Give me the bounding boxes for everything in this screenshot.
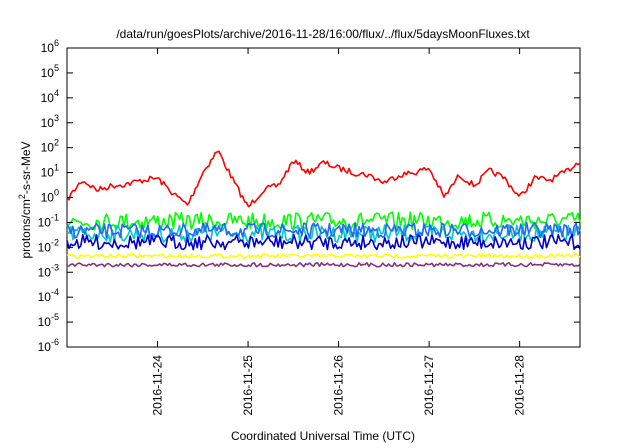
series-lines (66, 150, 581, 268)
y-axis-label-rest: -s-sr-MeV (19, 141, 33, 194)
y-tick-exponent: -5 (51, 312, 59, 322)
y-tick-base: 10 (38, 290, 52, 304)
y-tick-label: 102 (41, 138, 59, 155)
y-tick-exponent: 1 (54, 163, 59, 173)
y-tick-base: 10 (41, 191, 55, 205)
series-line-6 (66, 253, 581, 259)
y-tick-label: 104 (41, 88, 59, 105)
y-tick-exponent: 0 (54, 188, 59, 198)
y-tick-label: 10-5 (38, 312, 59, 329)
y-axis-label: protons/cm2-s-sr-MeV (17, 141, 33, 258)
y-tick-label: 106 (41, 38, 59, 55)
y-tick-exponent: 4 (54, 88, 59, 98)
x-axis: 2016-11-24 2016-11-25 2016-11-26 2016-11-27… (151, 48, 527, 416)
x-tick-label: 2016-11-28 (513, 355, 527, 416)
y-tick-exponent: -4 (51, 287, 59, 297)
y-tick-exponent: -6 (51, 337, 59, 347)
y-tick-base: 10 (41, 116, 55, 130)
y-tick-label: 105 (41, 63, 59, 80)
y-tick-label: 10-6 (38, 337, 59, 354)
x-axis-label: Coordinated Universal Time (UTC) (231, 429, 415, 443)
y-tick-base: 10 (38, 265, 52, 279)
y-tick-label: 100 (41, 188, 59, 205)
y-tick-label: 10-3 (38, 262, 59, 279)
y-tick-base: 10 (41, 41, 55, 55)
y-tick-label: 10-4 (38, 287, 59, 304)
series-line-1 (66, 150, 581, 208)
y-tick-exponent: 3 (54, 113, 59, 123)
y-tick-base: 10 (38, 215, 52, 229)
series-line-7 (67, 261, 581, 268)
plot-frame (66, 47, 581, 348)
y-axis-label-sup: 2 (17, 194, 27, 199)
series-line-4 (66, 221, 581, 239)
y-tick-label: 103 (41, 113, 59, 130)
y-tick-exponent: -1 (51, 212, 59, 222)
y-axis: 10-610-510-410-310-210-11001011021031041… (38, 38, 580, 354)
x-tick-label: 2016-11-27 (422, 355, 436, 416)
y-tick-base: 10 (41, 91, 55, 105)
series-line-5 (66, 234, 581, 251)
y-axis-label-main: protons/cm (19, 199, 33, 258)
chart-title: /data/run/goesPlots/archive/2016-11-28/1… (116, 27, 530, 41)
y-tick-exponent: 6 (54, 38, 59, 48)
x-tick-label: 2016-11-26 (332, 355, 346, 416)
y-tick-label: 10-2 (38, 237, 59, 254)
y-tick-label: 10-1 (38, 212, 59, 229)
series-line-2 (66, 211, 581, 231)
y-tick-exponent: -3 (51, 262, 59, 272)
y-tick-base: 10 (38, 240, 52, 254)
x-tick-label: 2016-11-25 (241, 355, 255, 416)
y-tick-exponent: -2 (51, 237, 59, 247)
x-tick-label: 2016-11-24 (151, 355, 165, 416)
y-tick-base: 10 (41, 141, 55, 155)
y-tick-base: 10 (41, 166, 55, 180)
plot-area (66, 47, 581, 348)
y-tick-base: 10 (38, 340, 52, 354)
y-tick-exponent: 5 (54, 63, 59, 73)
y-tick-label: 101 (41, 163, 59, 180)
y-tick-exponent: 2 (54, 138, 59, 148)
y-tick-base: 10 (41, 66, 55, 80)
y-tick-base: 10 (38, 315, 52, 329)
